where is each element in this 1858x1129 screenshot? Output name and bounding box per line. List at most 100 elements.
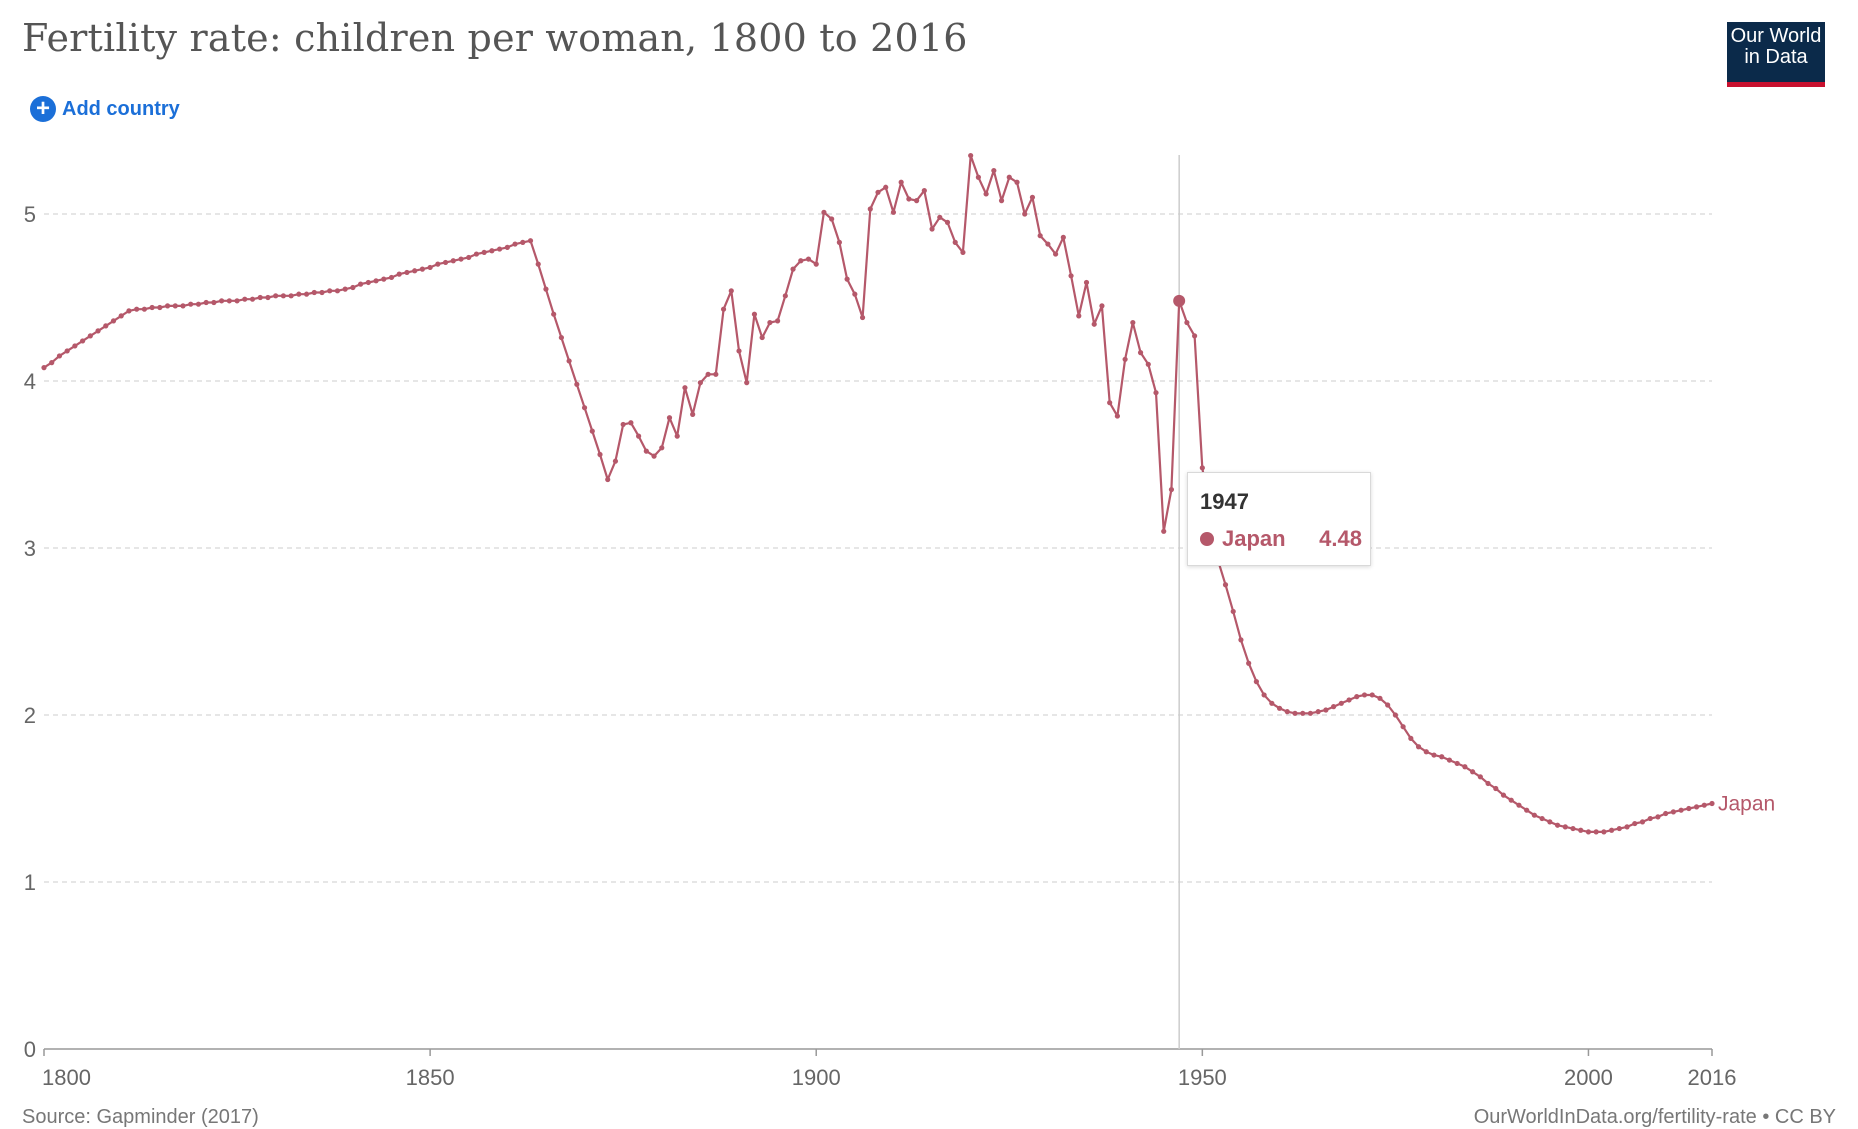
data-point[interactable] xyxy=(1261,692,1267,698)
data-point[interactable] xyxy=(1539,815,1545,822)
data-point[interactable] xyxy=(1145,361,1151,367)
data-point[interactable] xyxy=(419,266,425,272)
data-point[interactable] xyxy=(898,179,904,185)
data-point[interactable] xyxy=(226,298,232,304)
data-point[interactable] xyxy=(1161,528,1167,534)
data-point[interactable] xyxy=(1678,807,1684,813)
data-point[interactable] xyxy=(118,313,124,319)
data-point[interactable] xyxy=(110,318,117,324)
data-point[interactable] xyxy=(103,323,109,329)
data-point[interactable] xyxy=(41,365,47,371)
data-point[interactable] xyxy=(1107,400,1113,406)
data-point[interactable] xyxy=(1331,704,1337,710)
data-point[interactable] xyxy=(1377,695,1383,701)
data-point[interactable] xyxy=(288,293,294,299)
data-point[interactable] xyxy=(435,261,441,267)
data-point[interactable] xyxy=(798,258,804,264)
data-point[interactable] xyxy=(1446,757,1453,763)
data-point[interactable] xyxy=(1037,233,1043,239)
data-point[interactable] xyxy=(273,293,279,299)
data-point[interactable] xyxy=(1168,486,1175,493)
data-point[interactable] xyxy=(219,298,225,304)
data-point[interactable] xyxy=(1346,697,1352,703)
data-point[interactable] xyxy=(1392,712,1398,718)
data-point[interactable] xyxy=(1554,822,1561,828)
data-point[interactable] xyxy=(381,276,387,282)
data-point[interactable] xyxy=(636,433,642,439)
data-point[interactable] xyxy=(782,293,788,299)
data-point[interactable] xyxy=(1670,809,1676,815)
data-point[interactable] xyxy=(1199,465,1205,471)
data-point[interactable] xyxy=(1045,241,1051,247)
series-group[interactable] xyxy=(41,152,1715,835)
data-point[interactable] xyxy=(280,293,286,299)
data-point[interactable] xyxy=(1686,805,1692,812)
data-point[interactable] xyxy=(612,458,619,464)
data-point[interactable] xyxy=(1091,321,1097,327)
data-point[interactable] xyxy=(1137,350,1144,356)
data-point[interactable] xyxy=(751,311,758,317)
data-point[interactable] xyxy=(581,405,588,411)
data-point[interactable] xyxy=(311,289,317,296)
data-point[interactable] xyxy=(960,249,966,256)
data-point[interactable] xyxy=(1593,829,1599,835)
data-point[interactable] xyxy=(821,209,827,215)
data-point[interactable] xyxy=(365,279,371,286)
data-point[interactable] xyxy=(914,198,920,204)
data-point[interactable] xyxy=(690,411,696,417)
data-point[interactable] xyxy=(1315,709,1321,715)
data-point[interactable] xyxy=(1238,637,1244,643)
data-point[interactable] xyxy=(589,428,595,434)
data-point[interactable] xyxy=(1709,800,1715,807)
data-point[interactable] xyxy=(574,381,580,387)
data-point[interactable] xyxy=(497,246,503,252)
data-point[interactable] xyxy=(767,319,773,326)
data-point[interactable] xyxy=(1693,804,1700,810)
data-point[interactable] xyxy=(149,304,155,311)
data-point[interactable] xyxy=(195,301,202,307)
data-point[interactable] xyxy=(1547,819,1553,825)
data-point[interactable] xyxy=(466,254,472,261)
data-point[interactable] xyxy=(535,261,541,267)
data-point[interactable] xyxy=(234,298,240,304)
data-point[interactable] xyxy=(720,306,727,312)
data-point[interactable] xyxy=(643,448,649,454)
data-point[interactable] xyxy=(1663,810,1669,817)
data-point[interactable] xyxy=(998,198,1005,204)
data-point[interactable] xyxy=(890,209,897,215)
data-point[interactable] xyxy=(867,206,873,212)
data-point[interactable] xyxy=(1524,807,1530,813)
data-point[interactable] xyxy=(1083,279,1090,286)
data-point[interactable] xyxy=(1462,764,1468,770)
data-point[interactable] xyxy=(442,259,449,266)
data-point[interactable] xyxy=(1485,780,1491,787)
data-point[interactable] xyxy=(296,291,302,297)
data-point[interactable] xyxy=(566,358,572,364)
data-point[interactable] xyxy=(859,314,866,321)
data-point[interactable] xyxy=(597,451,603,458)
data-point[interactable] xyxy=(1014,179,1020,185)
data-point[interactable] xyxy=(342,286,348,292)
data-point[interactable] xyxy=(1609,827,1615,833)
data-point[interactable] xyxy=(983,191,989,197)
data-point[interactable] xyxy=(906,196,912,202)
data-point[interactable] xyxy=(1439,754,1445,760)
data-point[interactable] xyxy=(1423,749,1429,755)
data-point[interactable] xyxy=(728,288,734,294)
data-point[interactable] xyxy=(358,281,364,287)
data-point[interactable] xyxy=(744,380,750,386)
data-point[interactable] xyxy=(95,328,101,334)
data-point[interactable] xyxy=(1192,333,1198,339)
data-point[interactable] xyxy=(512,241,518,247)
data-point[interactable] xyxy=(504,244,510,250)
data-point[interactable] xyxy=(1493,785,1499,792)
data-point[interactable] xyxy=(1454,760,1460,767)
data-point[interactable] xyxy=(713,371,719,377)
data-point[interactable] xyxy=(1632,820,1638,827)
data-point[interactable] xyxy=(1647,815,1653,822)
data-point[interactable] xyxy=(697,380,703,386)
data-point[interactable] xyxy=(1006,174,1012,180)
data-point[interactable] xyxy=(334,288,341,294)
data-point[interactable] xyxy=(319,289,325,296)
data-point[interactable] xyxy=(327,288,333,294)
